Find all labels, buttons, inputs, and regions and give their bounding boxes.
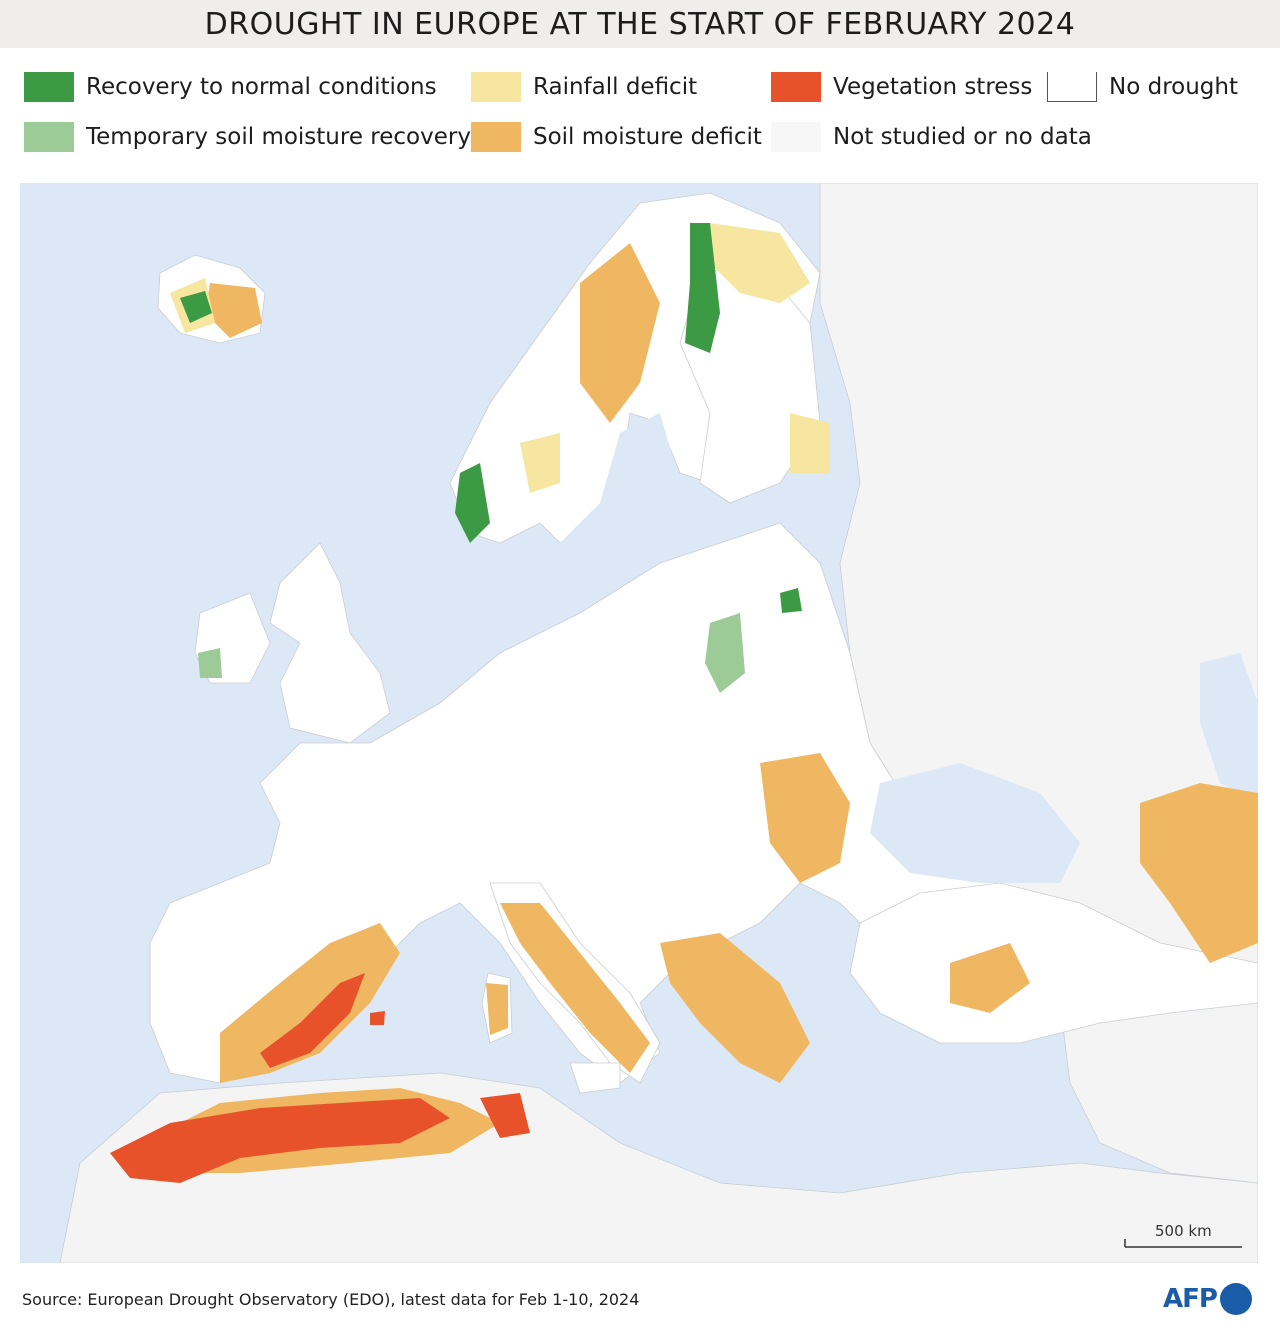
- temporary-recovery-poland: [705, 613, 745, 693]
- soil-deficit-iberia-east: [220, 923, 400, 1083]
- great-britain: [269, 542, 391, 744]
- vegetation-stress-spain-southeast: [260, 973, 365, 1068]
- legend-item-soil-moisture-deficit: Soil moisture deficit: [471, 117, 762, 157]
- legend-label: Temporary soil moisture recovery: [86, 124, 471, 150]
- baltic-sea: [560, 413, 680, 583]
- vegetation-stress-swatch: [771, 72, 821, 102]
- legend-label: Not studied or no data: [833, 124, 1092, 150]
- soil-deficit-sardinia: [486, 983, 508, 1035]
- afp-logo: AFP: [1163, 1283, 1252, 1315]
- soil-deficit-iceland: [205, 283, 262, 338]
- legend-label: Soil moisture deficit: [533, 124, 762, 150]
- rainfall-deficit-swatch: [471, 72, 521, 102]
- rainfall-deficit-finland-north: [710, 223, 810, 303]
- soil-deficit-turkey-west: [950, 943, 1030, 1013]
- legend-label: Vegetation stress: [833, 74, 1033, 100]
- legend: Recovery to normal conditions Temporary …: [0, 60, 1280, 170]
- temporary-recovery-ireland: [198, 648, 222, 678]
- black-sea: [870, 763, 1080, 883]
- legend-label: Recovery to normal conditions: [86, 74, 437, 100]
- title-bar: DROUGHT IN EUROPE AT THE START OF FEBRUA…: [0, 0, 1280, 48]
- scale-bar: 500 km: [1124, 1222, 1242, 1248]
- page-title: DROUGHT IN EUROPE AT THE START OF FEBRUA…: [204, 6, 1076, 42]
- recovery-iceland: [180, 291, 212, 323]
- afp-logo-text: AFP: [1163, 1284, 1218, 1314]
- caspian-sea: [1200, 653, 1258, 803]
- soil-deficit-italy: [500, 903, 650, 1073]
- soil-deficit-balkans: [660, 933, 810, 1083]
- legend-item-recovery: Recovery to normal conditions: [24, 67, 437, 107]
- legend-label: Rainfall deficit: [533, 74, 698, 100]
- scale-label: 500 km: [1155, 1222, 1212, 1240]
- legend-item-temporary-recovery: Temporary soil moisture recovery: [24, 117, 471, 157]
- recovery-swatch: [24, 72, 74, 102]
- temporary-recovery-swatch: [24, 122, 74, 152]
- afp-logo-dot-icon: [1219, 1283, 1252, 1315]
- rainfall-deficit-norway: [520, 433, 560, 493]
- sicily: [569, 1062, 621, 1094]
- recovery-belarus: [780, 588, 802, 613]
- rainfall-deficit-karelia: [790, 413, 830, 473]
- vegetation-stress-mallorca: [370, 1011, 385, 1025]
- legend-label: No drought: [1109, 74, 1238, 100]
- legend-item-no-data: Not studied or no data: [771, 117, 1092, 157]
- recovery-finland: [685, 223, 720, 353]
- vegetation-stress-tunisia: [480, 1093, 530, 1138]
- recovery-norway: [455, 463, 490, 543]
- source-text: Source: European Drought Observatory (ED…: [22, 1290, 640, 1309]
- no-data-swatch: [771, 122, 821, 152]
- vegetation-stress-morocco: [110, 1098, 450, 1183]
- legend-item-vegetation-stress: Vegetation stress: [771, 67, 1032, 107]
- legend-item-rainfall-deficit: Rainfall deficit: [471, 67, 697, 107]
- soil-deficit-turkey-east: [1140, 783, 1258, 963]
- soil-deficit-romania: [760, 753, 850, 883]
- legend-item-no-drought: No drought: [1047, 67, 1238, 107]
- no-drought-swatch: [1047, 72, 1097, 102]
- europe-map: 500 km: [20, 183, 1258, 1263]
- soil-moisture-deficit-swatch: [471, 122, 521, 152]
- soil-deficit-sweden: [580, 243, 660, 423]
